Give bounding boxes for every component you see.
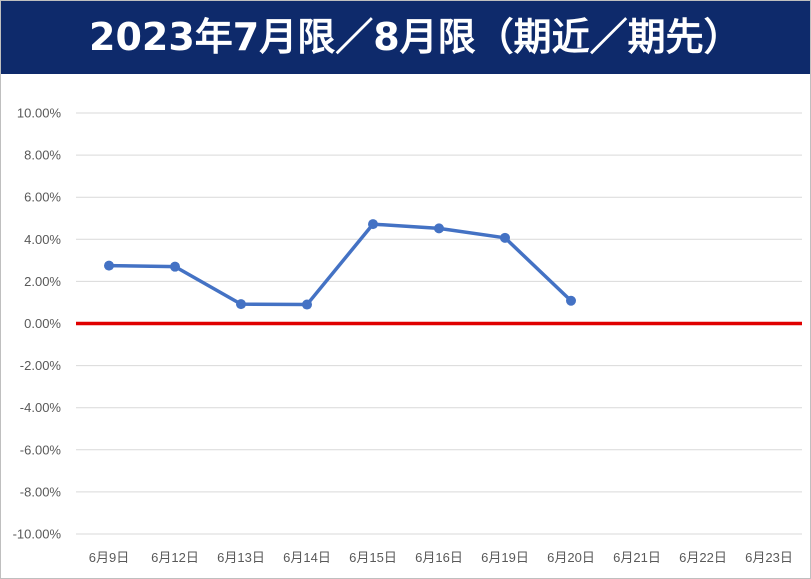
x-tick-label: 6月13日 [217,550,265,565]
x-tick-label: 6月14日 [283,550,331,565]
data-point [236,299,246,310]
y-tick-label: 10.00% [17,106,62,121]
data-point [302,299,312,310]
y-tick-label: 0.00% [24,316,61,331]
x-tick-label: 6月19日 [481,550,529,565]
y-tick-label: 2.00% [24,274,61,289]
y-tick-label: -6.00% [20,442,62,457]
x-tick-label: 6月12日 [151,550,199,565]
x-tick-label: 6月15日 [349,550,397,565]
data-point [434,223,444,234]
x-tick-label: 6月16日 [415,550,463,565]
data-point [368,219,378,230]
chart-title: 2023年7月限／8月限（期近／期先） [1,1,810,74]
y-tick-label: -10.00% [13,527,62,542]
x-tick-label: 6月22日 [679,550,727,565]
y-tick-label: 8.00% [24,148,61,163]
series-line [107,222,573,307]
y-tick-label: -8.00% [20,484,62,499]
y-tick-label: -4.00% [20,400,62,415]
y-tick-label: 6.00% [24,190,61,205]
y-tick-label: -2.00% [20,358,62,373]
x-tick-label: 6月20日 [547,550,595,565]
y-tick-label: 4.00% [24,232,61,247]
x-tick-label: 6月9日 [89,550,129,565]
data-point [170,261,180,272]
data-point [500,232,510,243]
x-tick-label: 6月23日 [745,550,793,565]
x-tick-label: 6月21日 [613,550,661,565]
data-point [566,295,576,306]
data-point [104,260,114,271]
